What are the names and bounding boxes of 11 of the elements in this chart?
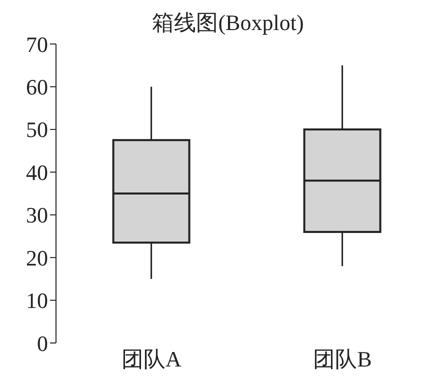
y-tick-label: 0 bbox=[37, 330, 48, 356]
x-tick-label: 团队A bbox=[122, 346, 182, 372]
y-tick-label: 70 bbox=[26, 32, 48, 57]
y-tick-label: 40 bbox=[26, 160, 48, 185]
y-tick-label: 20 bbox=[26, 245, 48, 270]
y-tick-label: 30 bbox=[26, 202, 48, 228]
chart-title: 箱线图(Boxplot) bbox=[152, 10, 304, 35]
y-tick-label: 60 bbox=[26, 74, 48, 100]
y-tick-label: 10 bbox=[26, 288, 48, 314]
y-tick-label: 50 bbox=[26, 117, 48, 142]
x-tick-label: 团队B bbox=[313, 346, 372, 372]
